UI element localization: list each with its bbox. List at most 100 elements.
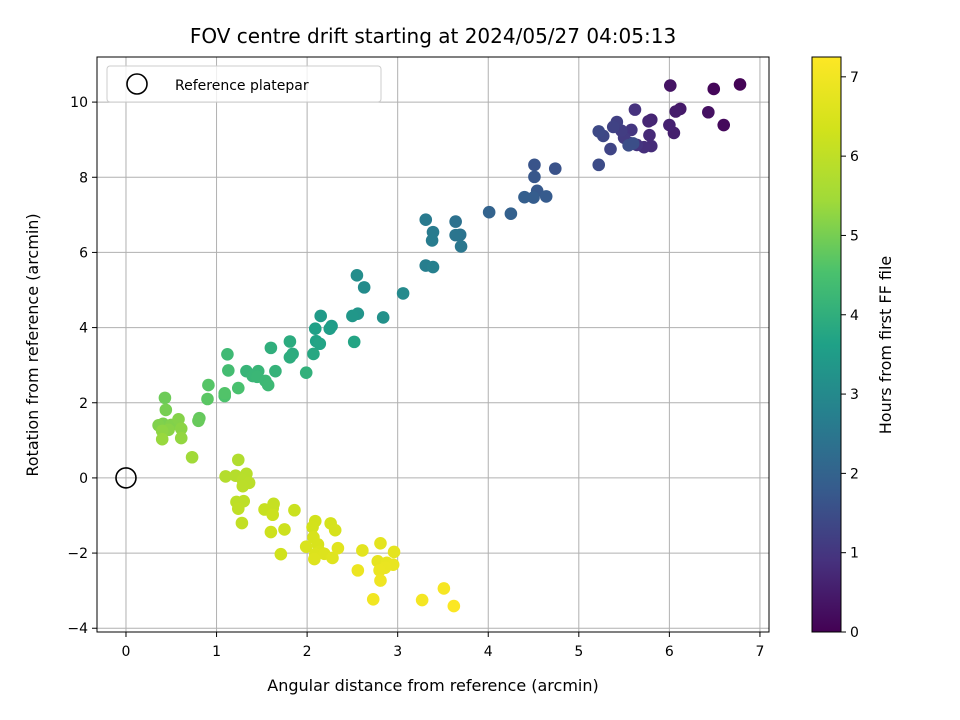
data-point (331, 541, 345, 555)
data-point (264, 525, 278, 539)
data-point (231, 502, 245, 516)
data-point (314, 309, 327, 323)
data-point (350, 269, 364, 282)
data-point (396, 287, 410, 300)
data-point (201, 392, 214, 406)
data-point (669, 105, 683, 118)
x-axis: 0 1 2 3 4 5 6 7 (122, 632, 764, 660)
y-tick-label: 0 (79, 471, 88, 487)
data-point (592, 158, 606, 172)
data-point (663, 79, 677, 92)
data-point (663, 118, 676, 132)
data-point (528, 170, 541, 184)
data-point (269, 364, 282, 378)
data-point (261, 378, 275, 392)
data-point (266, 508, 279, 522)
colorbar-label: Hours from first FF file (876, 256, 895, 435)
data-point (222, 364, 235, 377)
plot-frame (96, 56, 770, 633)
data-point (626, 137, 640, 150)
data-point (323, 322, 337, 336)
y-tick-label: −2 (67, 546, 88, 562)
data-point (449, 215, 462, 228)
data-point (264, 341, 278, 355)
y-tick-label: 4 (79, 321, 88, 337)
data-point (231, 453, 245, 467)
data-point (158, 391, 172, 405)
colorbar: 0 1 2 3 4 5 6 7 Hours from first FF file (811, 56, 895, 641)
data-point (592, 125, 606, 138)
data-point (482, 205, 496, 219)
data-point (299, 540, 313, 553)
y-tick-label: 6 (79, 245, 88, 261)
chart-title: FOV centre drift starting at 2024/05/27 … (190, 24, 676, 48)
data-point (283, 350, 297, 364)
data-point (308, 552, 321, 566)
data-point (504, 207, 518, 221)
y-axis-label: Rotation from reference (arcmin) (23, 213, 42, 476)
data-point (707, 82, 721, 96)
data-point (221, 347, 234, 361)
y-tick-label: 10 (70, 95, 88, 111)
data-point (159, 403, 173, 417)
data-point (236, 479, 250, 493)
data-point (604, 142, 617, 156)
data-point (606, 120, 620, 134)
colorbar-tick-label: 6 (850, 149, 859, 165)
colorbar-gradient (811, 56, 842, 633)
data-point (454, 240, 468, 253)
x-tick-label: 5 (574, 644, 583, 660)
data-point (426, 260, 440, 274)
x-axis-label: Angular distance from reference (arcmin) (267, 676, 598, 695)
x-tick-label: 4 (484, 644, 493, 660)
colorbar-tick-label: 7 (850, 70, 859, 86)
data-points (152, 78, 747, 613)
data-point (374, 537, 387, 550)
data-point (185, 450, 199, 464)
legend-label: Reference platepar (175, 78, 309, 94)
data-point (313, 337, 327, 351)
data-point (219, 470, 232, 483)
colorbar-ticks: 0 1 2 3 4 5 6 7 (841, 70, 859, 641)
data-point (642, 114, 655, 128)
y-tick-label: 2 (79, 396, 88, 412)
legend[interactable]: Reference platepar (106, 65, 382, 103)
colorbar-tick-label: 2 (850, 466, 859, 482)
data-point (628, 103, 642, 116)
data-point (307, 347, 320, 361)
data-point (347, 335, 361, 349)
data-point (374, 574, 387, 587)
data-point (346, 309, 359, 323)
data-point (306, 520, 319, 534)
y-tick-label: −4 (67, 621, 88, 637)
legend-marker (126, 73, 148, 95)
legend-box (106, 65, 382, 103)
data-point (415, 593, 429, 607)
data-point (274, 547, 288, 561)
x-tick-label: 7 (755, 644, 764, 660)
data-point (419, 213, 433, 227)
y-axis: −4 −2 0 2 4 6 8 10 (67, 95, 97, 637)
data-point (376, 311, 390, 324)
data-point (357, 281, 371, 294)
data-point (539, 190, 553, 203)
data-point (202, 378, 215, 392)
data-point (373, 564, 386, 577)
data-point (643, 128, 656, 142)
x-tick-label: 3 (393, 644, 402, 660)
data-point (528, 158, 541, 172)
colorbar-tick-label: 3 (850, 387, 859, 403)
data-point (283, 335, 297, 348)
data-point (447, 599, 461, 613)
data-point (308, 322, 322, 336)
data-point (218, 387, 231, 400)
data-point (437, 582, 451, 595)
data-point (235, 516, 249, 530)
data-point (174, 431, 188, 445)
data-point (527, 191, 540, 204)
data-point (288, 503, 301, 517)
x-tick-label: 6 (665, 644, 674, 660)
colorbar-tick-label: 1 (850, 546, 859, 562)
